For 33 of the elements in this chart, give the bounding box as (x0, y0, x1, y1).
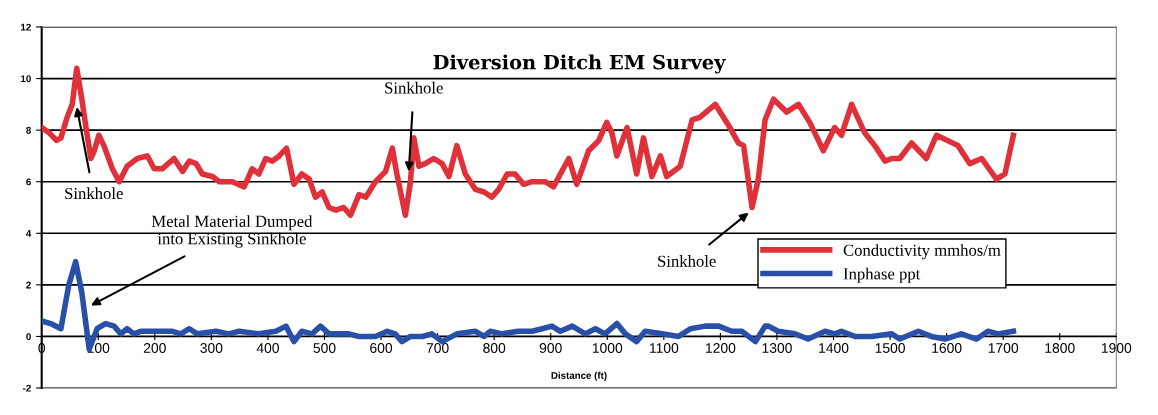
x-tick-label: 200 (143, 343, 166, 353)
x-tick-label: 400 (256, 343, 279, 353)
x-tick-label: 1100 (649, 343, 679, 353)
x-tick-label: 700 (426, 343, 449, 353)
annotation: Sinkhole (658, 255, 716, 267)
x-tick-label: 800 (483, 343, 506, 353)
y-tick-label: 6 (26, 178, 31, 186)
x-tick-label: 1200 (706, 343, 736, 353)
x-tick-label: 500 (313, 343, 336, 353)
text: Diversion Ditch EM Survey (433, 54, 726, 74)
x-tick-label: 300 (200, 343, 223, 353)
y-tick-label: -2 (23, 384, 31, 392)
x-tick-label: 1600 (932, 343, 962, 353)
y-tick-label: 2 (26, 281, 31, 289)
x-tick-label: 1900 (1101, 343, 1132, 353)
y-tick-label: 8 (26, 126, 31, 134)
y-tick-label: 12 (21, 23, 31, 31)
y-tick-label: 0 (26, 333, 31, 341)
x-tick-label: 1400 (819, 343, 849, 353)
x-tick-label: 900 (539, 343, 562, 353)
x-tick-label: 1500 (875, 343, 905, 353)
x-tick-label: 1700 (988, 343, 1019, 353)
legend-label: Inphase ppt (843, 267, 921, 283)
x-tick-label: 1300 (762, 343, 792, 353)
x-tick-label: 1000 (592, 343, 623, 353)
x-tick-label: 1800 (1045, 343, 1075, 353)
y-tick-label: 4 (26, 230, 32, 237)
x-axis-title: Distance (ft) (551, 371, 607, 381)
annotation: Sinkhole (65, 187, 123, 200)
y-tick-label: 10 (21, 75, 31, 83)
annotation: Sinkhole (385, 81, 443, 94)
x-tick-label: 600 (370, 343, 393, 353)
legend-label: Conductivity mmhos/m (843, 244, 1001, 260)
